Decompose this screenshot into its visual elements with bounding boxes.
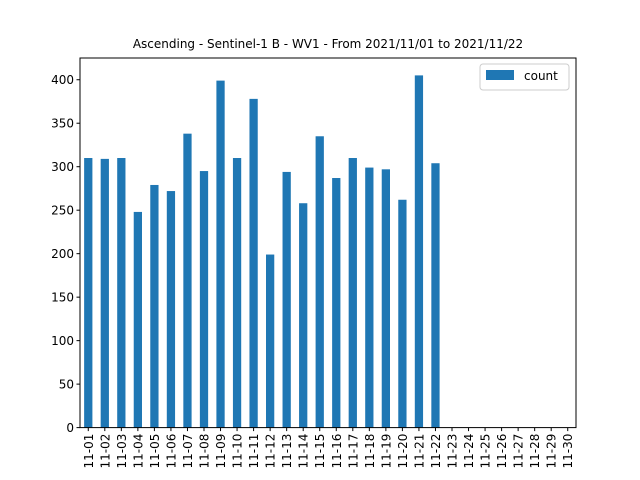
bar [84,158,93,428]
y-tick-label: 0 [66,421,74,435]
bar [199,171,209,428]
x-tick-label: 11-30 [561,434,575,469]
x-tick-label: 11-18 [363,434,377,469]
x-tick-label: 11-19 [379,434,393,469]
bar [414,75,424,428]
x-tick-label: 11-08 [198,434,212,469]
plot-frame [79,57,577,429]
x-tick-label: 11-11 [247,434,261,469]
bar [431,163,440,428]
x-tick-label: 11-25 [479,434,493,469]
y-tick-label: 100 [51,334,74,348]
x-tick-label: 11-13 [280,434,294,469]
y-tick-label: 350 [51,117,74,131]
bar [117,158,126,428]
bar [365,167,374,428]
bar [332,178,341,428]
bar [398,199,407,428]
y-tick-label: 150 [51,291,74,305]
bar [150,184,159,428]
legend: count [479,63,570,91]
bar [348,158,357,428]
bar [216,80,225,428]
x-tick-label: 11-10 [231,434,245,469]
y-tick-label: 300 [51,160,74,174]
y-tick-label: 250 [51,204,74,218]
x-tick-label: 11-21 [412,434,426,469]
bar [166,191,176,428]
bar [266,254,275,428]
x-tick-label: 11-12 [264,434,278,469]
bar [100,158,109,428]
x-tick-label: 11-26 [495,434,509,469]
bar [381,169,390,428]
x-tick-label: 11-16 [330,434,344,469]
bar [249,98,258,428]
x-tick-label: 11-01 [82,434,96,469]
y-axis: 0 50 100 150 200 250 300 350 400 [51,73,80,435]
bar [299,203,308,428]
x-tick-label: 11-22 [429,434,443,469]
bar [282,171,291,428]
chart-title: Ascending - Sentinel-1 B - WV1 - From 20… [133,37,523,51]
x-tick-label: 11-06 [164,434,178,469]
x-tick-label: 11-04 [131,434,145,469]
x-tick-label: 11-20 [396,434,410,469]
x-tick-label: 11-03 [115,434,129,469]
x-tick-label: 11-27 [512,434,526,469]
x-axis: 11-01 11-02 11-03 11-04 11-05 11-06 11-07 11-08… [82,427,575,469]
bar [183,133,192,428]
x-tick-label: 11-29 [545,434,559,469]
y-tick-label: 50 [59,378,74,392]
y-tick-label: 200 [51,247,74,261]
x-tick-label: 11-09 [214,434,228,469]
legend-label: count [524,69,558,83]
x-tick-label: 11-07 [181,434,195,469]
x-tick-label: 11-14 [297,434,311,469]
bars-layer [84,75,440,428]
x-tick-label: 11-28 [528,434,542,469]
y-tick-label: 400 [51,73,74,87]
legend-swatch [486,70,514,80]
bar [315,136,324,428]
x-tick-label: 11-23 [446,434,460,469]
x-tick-label: 11-15 [313,434,327,469]
x-tick-label: 11-05 [148,434,162,469]
x-tick-label: 11-17 [346,434,360,469]
bar [232,158,242,428]
x-tick-label: 11-24 [462,434,476,469]
bar [133,211,142,428]
x-tick-label: 11-02 [98,434,112,469]
